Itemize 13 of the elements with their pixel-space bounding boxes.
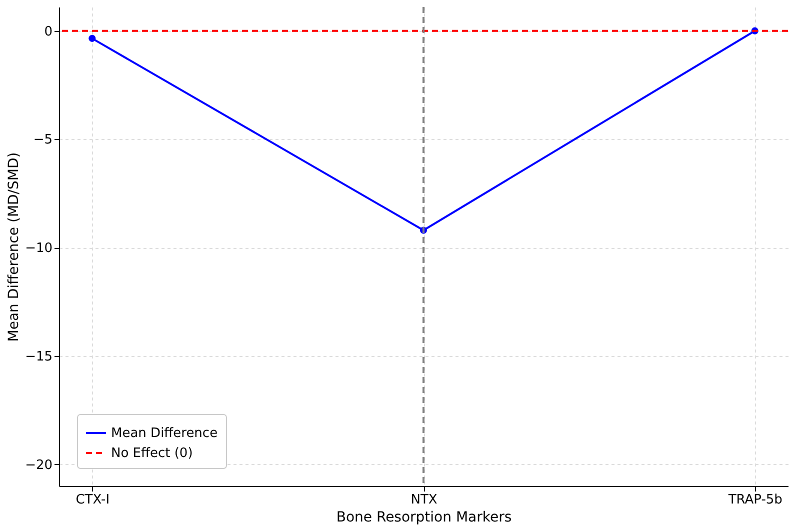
y-tick-label: −10 — [25, 241, 52, 256]
x-tick-label: TRAP-5b — [727, 492, 782, 508]
x-tick-label: CTX-I — [76, 492, 110, 508]
y-tick-label: −20 — [25, 458, 52, 473]
y-tick-label: −15 — [25, 349, 52, 364]
y-axis-title: Mean Difference (MD/SMD) — [6, 152, 22, 342]
y-tick-label: −5 — [33, 132, 52, 148]
y-tick-label: 0 — [44, 24, 52, 40]
point — [88, 34, 96, 42]
x-axis-title: Bone Resorption Markers — [336, 510, 512, 526]
legend-label: No Effect (0) — [111, 446, 193, 461]
x-tick-label: NTX — [410, 492, 438, 508]
legend-label: Mean Difference — [111, 426, 218, 441]
